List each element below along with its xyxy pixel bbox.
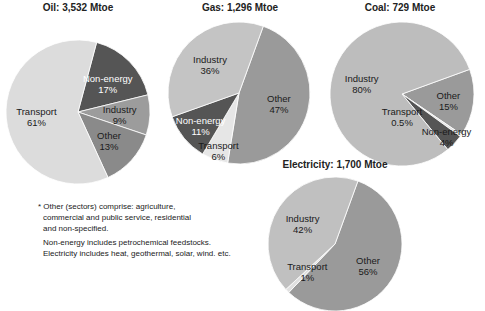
slice-category: Transport: [287, 261, 328, 272]
slice-labels: Non-energy17% Industry9% Other13% Transport…: [16, 73, 137, 152]
slice-value: 36%: [200, 65, 220, 76]
footnote: Non-energy includes petrochemical feedst…: [43, 238, 211, 247]
slice-category: Transport: [16, 106, 57, 117]
slice-value: 4%: [440, 137, 454, 148]
slice-category: Other: [356, 255, 380, 266]
figure: Oil: 3,532 MtoeNon-energy17%Industry9%Ot…: [0, 0, 485, 311]
slice-labels: Other15% Transport0.5% Non-energy4% Industr…: [345, 73, 472, 148]
slice-category: Industry: [345, 73, 379, 84]
footnote: and non-specified.: [43, 224, 108, 233]
slice-category: Non-energy: [176, 115, 226, 126]
slice-labels: Other56% Transport1% Industry42%: [286, 213, 380, 284]
slice-value: 42%: [293, 224, 313, 235]
slice-value: 47%: [269, 104, 289, 115]
pie-chart: Coal: 729 Mtoe Other15% Transport0.5% Non-e…: [330, 2, 474, 166]
slice-value: 56%: [358, 266, 378, 277]
pie-chart: Electricity: 1,700 Mtoe Other56% Transport…: [268, 159, 402, 311]
pie-chart: Gas: 1,296 Mtoe Other47% Transport6% Non-en…: [168, 2, 310, 164]
pie-slice: [268, 177, 358, 289]
slice-value: 80%: [352, 84, 372, 95]
footnotes: * Other (sectors) comprise: agriculture,…: [38, 202, 231, 258]
slice-category: Industry: [193, 54, 227, 65]
slice-category: Other: [97, 130, 121, 141]
pie-chart: Oil: 3,532 Mtoe Non-energy17% Industry9% Ot…: [6, 2, 150, 184]
slice-value: 6%: [212, 151, 226, 162]
slice-value: 9%: [113, 115, 127, 126]
slices: [6, 40, 150, 184]
slice-value: 61%: [27, 117, 47, 128]
chart-title: Coal: 729 Mtoe: [365, 2, 436, 13]
slice-category: Non-energy: [422, 126, 472, 137]
slice-labels: Other47% Transport6% Non-energy11% Industry…: [176, 54, 291, 162]
pie-slice: [168, 22, 263, 117]
slice-category: Transport: [198, 140, 239, 151]
footnote: Electricity includes heat, geothermal, s…: [43, 249, 231, 258]
chart-title: Electricity: 1,700 Mtoe: [282, 159, 387, 170]
footnote: * Other (sectors) comprise: agriculture,: [38, 202, 175, 211]
slices: [330, 22, 474, 166]
slice-category: Transport: [382, 106, 423, 117]
slice-category: Industry: [103, 104, 137, 115]
slice-category: Industry: [286, 213, 320, 224]
slice-category: Non-energy: [83, 73, 133, 84]
pie-slice: [330, 22, 470, 166]
slice-value: 11%: [191, 126, 210, 137]
slice-category: Other: [267, 93, 291, 104]
slices: [168, 22, 310, 164]
pie-slice: [6, 40, 108, 184]
slice-value: 13%: [99, 141, 119, 152]
chart-title: Oil: 3,532 Mtoe: [43, 2, 114, 13]
slices: [268, 177, 402, 311]
slice-value: 0.5%: [391, 117, 413, 128]
footnote: commercial and public service, residenti…: [43, 213, 191, 222]
slice-value: 17%: [98, 84, 118, 95]
slice-value: 1%: [300, 272, 314, 283]
slice-category: Other: [437, 90, 461, 101]
slice-value: 15%: [439, 101, 459, 112]
chart-title: Gas: 1,296 Mtoe: [202, 2, 279, 13]
